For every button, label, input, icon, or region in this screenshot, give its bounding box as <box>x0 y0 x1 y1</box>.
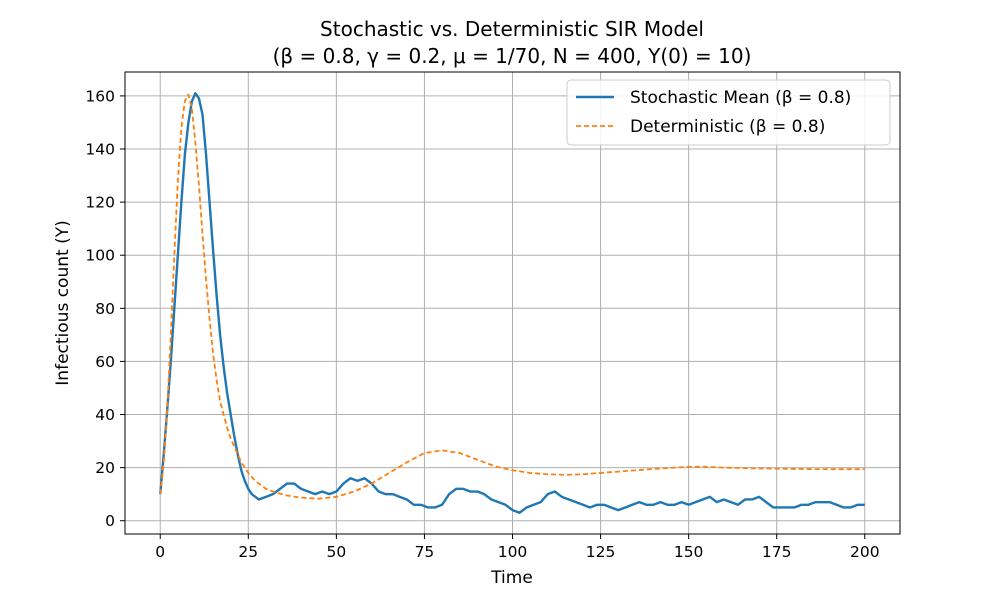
y-tick-label: 80 <box>95 300 115 318</box>
y-tick-label: 120 <box>85 194 115 212</box>
legend-label-deterministic: Deterministic (β = 0.8) <box>630 117 825 137</box>
y-tick-label: 0 <box>105 512 115 530</box>
x-tick-label: 150 <box>674 543 704 561</box>
x-tick-label: 125 <box>586 543 616 561</box>
x-tick-label: 50 <box>326 543 346 561</box>
y-tick-label: 100 <box>85 247 115 265</box>
y-tick-label: 160 <box>85 87 115 105</box>
plot-area <box>159 92 865 514</box>
x-tick-label: 75 <box>415 543 435 561</box>
x-tick-label: 0 <box>155 543 165 561</box>
y-tick-label: 60 <box>95 353 115 371</box>
y-axis-label: Infectious count (Y) <box>53 220 73 385</box>
legend: Stochastic Mean (β = 0.8) Deterministic … <box>566 79 891 146</box>
x-tick-label: 175 <box>762 543 792 561</box>
x-axis-label: Time <box>490 568 533 588</box>
y-tick-label: 20 <box>95 459 115 477</box>
x-tick-label: 25 <box>238 543 258 561</box>
x-tick-label: 100 <box>498 543 528 561</box>
y-tick-label: 40 <box>95 406 115 424</box>
grid <box>125 72 900 534</box>
chart-title: Stochastic vs. Deterministic SIR Model <box>320 17 704 41</box>
chart-subtitle: (β = 0.8, γ = 0.2, μ = 1/70, N = 400, Y(… <box>273 44 752 68</box>
legend-label-stochastic: Stochastic Mean (β = 0.8) <box>630 88 851 108</box>
x-tick-label: 200 <box>850 543 880 561</box>
axis-ticks: 0 25 50 75 100 125 150 175 200 0 20 40 60 80 100 120 140… <box>85 87 879 561</box>
stochastic-mean-line <box>159 92 865 514</box>
legend-box <box>566 79 891 146</box>
deterministic-line <box>159 93 865 500</box>
y-tick-label: 140 <box>85 141 115 159</box>
